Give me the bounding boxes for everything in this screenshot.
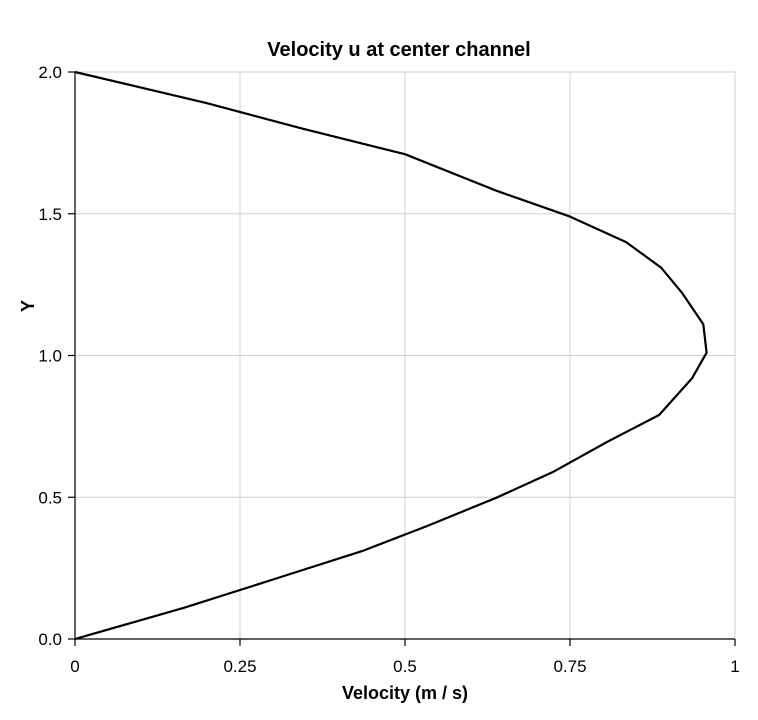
x-tick-label: 0.75 <box>553 657 586 676</box>
x-tick-label: 0 <box>70 657 79 676</box>
x-axis-ticks: 0 0.25 0.5 0.75 1 <box>70 639 740 676</box>
y-axis-label: Y <box>18 300 38 312</box>
y-tick-label: 0.5 <box>38 488 62 507</box>
y-tick-label: 1.5 <box>38 205 62 224</box>
chart-title: Velocity u at center channel <box>267 39 530 61</box>
series-layer <box>74 70 708 641</box>
y-tick-label: 1.0 <box>38 347 62 366</box>
y-tick-label: 2.0 <box>38 63 62 82</box>
velocity-profile-line <box>74 70 708 641</box>
y-tick-label: 0.0 <box>38 630 62 649</box>
x-tick-label: 0.25 <box>223 657 256 676</box>
x-tick-label: 1 <box>730 657 739 676</box>
x-tick-label: 0.5 <box>393 657 417 676</box>
y-axis-ticks: 0.0 0.5 1.0 1.5 2.0 <box>38 63 75 649</box>
x-axis-label: Velocity (m / s) <box>342 683 468 703</box>
grid-lines <box>75 71 736 639</box>
